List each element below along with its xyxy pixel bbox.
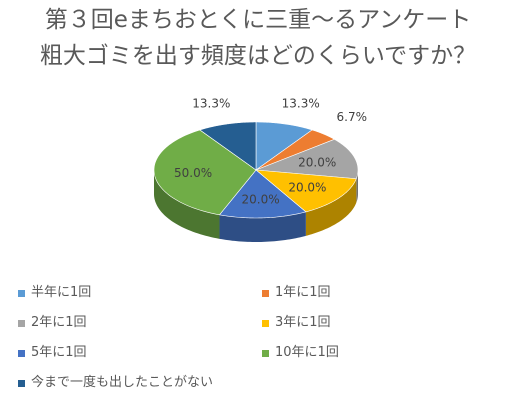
legend-item-3: 2年に1回 — [18, 315, 87, 331]
legend-swatch-3 — [18, 319, 25, 327]
legend-label-6: 10年に1回 — [275, 345, 339, 360]
pie-slice-side-5 — [219, 211, 306, 242]
pie-slice-3 — [255, 138, 359, 180]
legend-label-5: 5年に1回 — [31, 345, 87, 360]
data-label-5: 20.0% — [242, 193, 280, 207]
pie-slice-2 — [255, 129, 336, 171]
pie-slice-7 — [199, 121, 257, 171]
pie-side-walls — [154, 170, 358, 242]
chart-title-line-2: 粗大ゴミを出す頻度はどのくらいですか？ — [39, 43, 477, 69]
legend-swatch-5 — [18, 349, 25, 357]
legend-item-6: 10年に1回 — [262, 345, 339, 361]
data-label-2: 6.7% — [337, 110, 368, 124]
legend-swatch-4 — [262, 319, 269, 327]
pie-slice-side-6 — [154, 170, 220, 239]
legend-item-2: 1年に1回 — [262, 285, 331, 301]
data-label-1: 13.3% — [282, 96, 320, 110]
legend-item-1: 半年に1回 — [18, 285, 91, 301]
legend-item-7: 今まで一度も出したことがない — [18, 375, 213, 391]
pie-slice-5 — [218, 169, 307, 219]
chart-title: 第３回eまちおとくに三重～るアンケート 粗大ゴミを出す頻度はどのくらいですか？ — [0, 2, 516, 74]
legend-label-1: 半年に1回 — [31, 285, 92, 300]
legend-swatch-6 — [262, 349, 269, 357]
legend-label-4: 3年に1回 — [275, 315, 331, 330]
legend-swatch-2 — [262, 289, 269, 297]
legend-label-7: 今まで一度も出したことがない — [31, 375, 214, 390]
data-label-4: 20.0% — [288, 180, 326, 194]
pie-slice-1 — [255, 121, 313, 171]
chart-title-line-1: 第３回eまちおとくに三重～るアンケート — [44, 7, 472, 33]
data-label-7: 13.3% — [192, 96, 230, 110]
pie-slice-side-4 — [305, 178, 357, 236]
legend-item-5: 5年に1回 — [18, 345, 87, 361]
legend-label-2: 1年に1回 — [275, 285, 331, 300]
legend-swatch-1 — [18, 289, 25, 297]
legend-swatch-7 — [18, 379, 25, 387]
pie-slice-6 — [153, 129, 257, 216]
legend-item-4: 3年に1回 — [262, 315, 331, 331]
data-label-6: 50.0% — [174, 166, 212, 180]
pie-slice-4 — [255, 169, 357, 213]
data-label-3: 20.0% — [298, 156, 336, 170]
legend-label-3: 2年に1回 — [31, 315, 87, 330]
